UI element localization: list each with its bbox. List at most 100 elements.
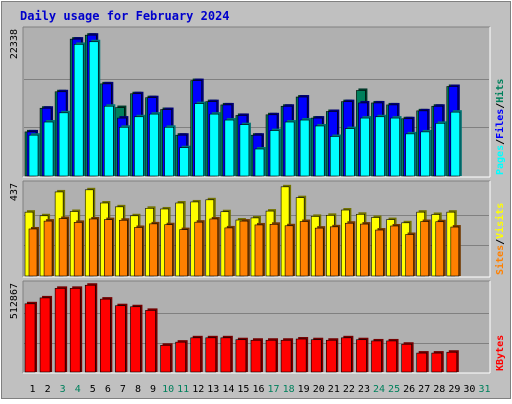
bar-pages-day-16 bbox=[254, 147, 266, 177]
legend-separator: / bbox=[495, 103, 506, 109]
x-tick-label-day-8: 8 bbox=[135, 384, 141, 395]
bar-kbytes-day-10 bbox=[160, 343, 173, 373]
bar bbox=[239, 124, 250, 177]
bar-sites-day-10 bbox=[164, 222, 175, 277]
x-tick-label-day-13: 13 bbox=[207, 384, 219, 395]
bar bbox=[224, 119, 235, 177]
bar-kbytes-day-7 bbox=[115, 303, 128, 373]
panels-layer: 22338Pages/Files/Hits437Sites/Visits5128… bbox=[9, 26, 506, 374]
bar bbox=[28, 134, 39, 177]
bar bbox=[254, 224, 264, 277]
bar-pages-day-1 bbox=[28, 133, 40, 177]
legend-separator: / bbox=[495, 239, 506, 245]
bar bbox=[194, 221, 204, 277]
bar bbox=[390, 117, 400, 177]
bar-kbytes-day-5 bbox=[84, 283, 98, 373]
bar-sites-day-8 bbox=[134, 225, 145, 277]
x-tick-label-day-27: 27 bbox=[418, 384, 430, 395]
bar-sites-day-26 bbox=[405, 232, 416, 277]
bar bbox=[58, 112, 69, 177]
bar-kbytes-day-4 bbox=[69, 286, 83, 373]
bar bbox=[314, 125, 325, 177]
bar-pages-day-29 bbox=[450, 110, 462, 177]
bar bbox=[149, 113, 159, 177]
bar bbox=[224, 227, 234, 277]
bar-kbytes-day-2 bbox=[39, 295, 53, 373]
series-pages bbox=[28, 39, 462, 177]
bar-pages-day-22 bbox=[345, 126, 357, 177]
bar-kbytes-day-27 bbox=[416, 351, 429, 373]
legend-text: Sites/Visits bbox=[494, 203, 506, 275]
bar-sites-day-14 bbox=[224, 225, 235, 277]
panel-legend: Pages/Files/Hits bbox=[494, 79, 506, 175]
bar bbox=[295, 338, 307, 373]
bar bbox=[239, 220, 249, 277]
x-tick-label-day-3: 3 bbox=[60, 384, 66, 395]
bar-kbytes-day-15 bbox=[235, 337, 248, 373]
bar-kbytes-day-18 bbox=[280, 338, 294, 373]
bar-pages-day-13 bbox=[209, 112, 221, 177]
bar bbox=[405, 234, 414, 277]
x-tick-label-day-7: 7 bbox=[120, 384, 126, 395]
x-tick-label-day-11: 11 bbox=[177, 384, 189, 395]
bar bbox=[164, 127, 174, 177]
panel-legend: Sites/Visits bbox=[494, 203, 506, 275]
bar bbox=[435, 123, 446, 177]
bar-sites-day-27 bbox=[420, 219, 431, 277]
legend-item-files: Files bbox=[494, 109, 506, 139]
legend-item-sites: Sites bbox=[494, 245, 506, 275]
bar-kbytes-day-22 bbox=[341, 335, 354, 373]
bar-sites-day-17 bbox=[269, 222, 281, 277]
x-tick-label-day-23: 23 bbox=[358, 384, 370, 395]
bar-sites-day-13 bbox=[209, 216, 220, 277]
bar bbox=[446, 351, 458, 373]
legend-item-kbytes: KBytes bbox=[495, 335, 506, 371]
bar bbox=[73, 222, 83, 277]
bar bbox=[371, 340, 382, 373]
bar-sites-day-12 bbox=[194, 220, 205, 277]
bar bbox=[100, 298, 111, 373]
bar-pages-day-3 bbox=[58, 110, 71, 177]
legend-item-visits: Visits bbox=[494, 203, 506, 239]
series-sites bbox=[28, 216, 461, 277]
bar bbox=[160, 344, 171, 373]
bar bbox=[134, 116, 144, 177]
bar-sites-day-24 bbox=[375, 228, 386, 277]
bar-pages-day-20 bbox=[314, 123, 327, 177]
bar bbox=[175, 341, 186, 373]
bar bbox=[431, 352, 443, 373]
bar bbox=[69, 288, 81, 373]
panel-max-label: 437 bbox=[9, 183, 20, 201]
bar bbox=[390, 225, 399, 277]
bar bbox=[254, 148, 265, 177]
legend-text: KBytes bbox=[495, 335, 506, 371]
bar bbox=[375, 229, 384, 277]
x-tick-label-day-29: 29 bbox=[448, 384, 460, 395]
bar bbox=[405, 133, 415, 177]
bar-sites-day-15 bbox=[239, 219, 250, 277]
bar-sites-day-22 bbox=[345, 221, 356, 277]
bar bbox=[58, 218, 68, 277]
x-tick-label-day-20: 20 bbox=[313, 384, 325, 395]
bar bbox=[314, 227, 324, 277]
bar-sites-day-25 bbox=[390, 223, 401, 277]
panel-max-label: 22338 bbox=[9, 29, 20, 59]
bar-kbytes-day-14 bbox=[220, 335, 233, 373]
bar-kbytes-day-11 bbox=[175, 340, 188, 373]
bar-pages-day-2 bbox=[43, 120, 56, 177]
bar bbox=[179, 147, 189, 177]
bar-pages-day-24 bbox=[375, 114, 387, 177]
x-tick-label-day-9: 9 bbox=[150, 384, 156, 395]
bar-kbytes-day-28 bbox=[431, 351, 444, 373]
x-tick-label-day-18: 18 bbox=[283, 384, 295, 395]
x-tick-label-day-4: 4 bbox=[75, 384, 81, 395]
bar-pages-day-8 bbox=[134, 114, 146, 177]
bar-kbytes-day-17 bbox=[265, 338, 279, 373]
bar-kbytes-day-19 bbox=[295, 337, 309, 373]
bar-sites-day-23 bbox=[360, 222, 371, 277]
bar bbox=[420, 131, 430, 177]
bar-kbytes-day-6 bbox=[100, 297, 113, 373]
bar bbox=[284, 121, 295, 177]
